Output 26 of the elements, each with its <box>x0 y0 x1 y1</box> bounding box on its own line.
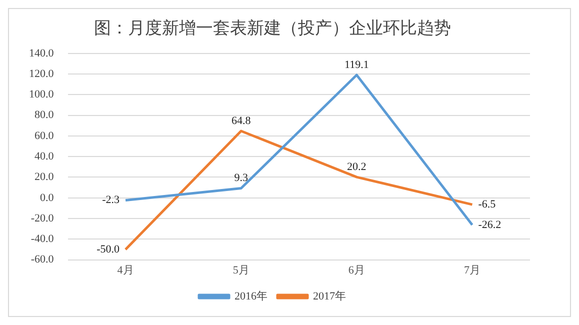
data-label: 64.8 <box>231 114 252 127</box>
chart-title: 图：月度新增一套表新建（投产）企业环比趋势 <box>94 18 451 39</box>
data-label: -2.3 <box>102 194 120 206</box>
x-tick-label: 6月 <box>348 264 365 276</box>
data-label: -6.5 <box>478 198 496 210</box>
y-tick-label: 80.0 <box>34 109 54 122</box>
legend-label: 2017年 <box>313 290 346 302</box>
legend-label: 2016年 <box>234 290 268 302</box>
y-tick-label: 0.0 <box>40 192 54 204</box>
y-tick-label: -60.0 <box>30 254 54 266</box>
x-tick-label: 5月 <box>232 264 250 276</box>
x-tick-label: 4月 <box>117 264 134 276</box>
y-tick-label: 140.0 <box>29 47 54 60</box>
data-label: 20.2 <box>347 160 366 173</box>
x-tick-label: 7月 <box>464 264 480 276</box>
y-tick-label: 60.0 <box>34 130 54 142</box>
data-label: 9.3 <box>234 172 248 184</box>
data-label: -50.0 <box>96 243 120 256</box>
data-label: -26.2 <box>478 218 502 231</box>
y-tick-label: 100.0 <box>29 88 54 101</box>
data-label: 119.1 <box>344 58 369 71</box>
y-tick-label: -40.0 <box>30 233 54 246</box>
y-tick-label: -20.0 <box>30 212 54 224</box>
y-tick-label: 20.0 <box>34 171 54 184</box>
y-tick-label: 40.0 <box>34 150 54 162</box>
y-tick-label: 120.0 <box>29 68 54 80</box>
